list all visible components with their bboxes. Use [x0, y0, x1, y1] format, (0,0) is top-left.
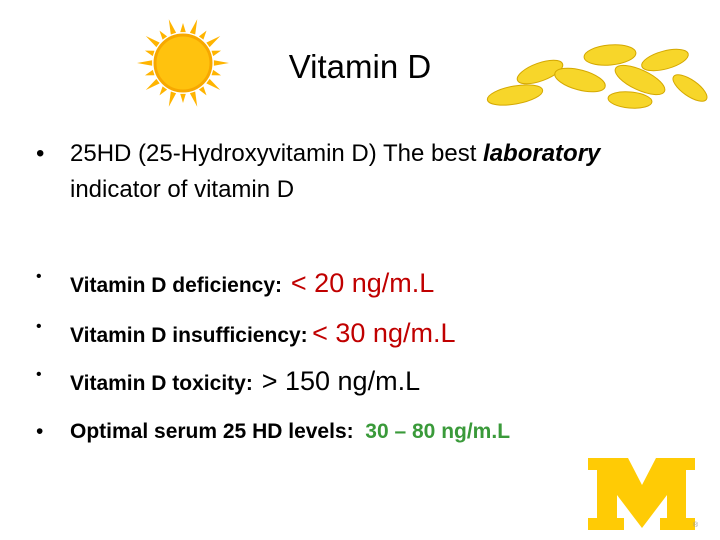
sun-ray — [198, 30, 207, 40]
sun-ray — [213, 60, 229, 66]
value: 30 – 80 ng/m.L — [365, 420, 511, 443]
sun-ray — [206, 78, 221, 91]
sun-ray — [211, 69, 222, 76]
label: Vitamin D deficiency: — [70, 274, 283, 297]
sun-icon — [137, 19, 229, 107]
intro-bullet: 25HD (25-Hydroxyvitamin D) The best labo… — [36, 136, 630, 208]
sun-ray — [180, 23, 186, 33]
value: < 20 ng/m.L — [290, 268, 435, 298]
sun-ray — [189, 91, 198, 107]
sun-ray — [198, 86, 207, 96]
intro-text: 25HD (25-Hydroxyvitamin D) The best — [70, 140, 477, 167]
capsules — [486, 44, 708, 109]
label: Vitamin D toxicity: — [70, 372, 253, 395]
bullet: Optimal serum 25 HD levels: 30 – 80 ng/m… — [36, 420, 510, 444]
sun-ray — [137, 60, 153, 66]
title: Vitamin D — [288, 48, 432, 85]
label: Optimal serum 25 HD levels: — [70, 420, 354, 443]
sun-ray — [159, 86, 168, 96]
registered-mark: ® — [693, 522, 699, 529]
intro-text: indicator of vitamin D — [70, 176, 295, 203]
bullet: Vitamin D toxicity: > 150 ng/m.L — [36, 366, 420, 397]
sun-ray — [145, 78, 160, 91]
sun-ray — [144, 50, 155, 57]
value: > 150 ng/m.L — [261, 366, 421, 396]
bullet: Vitamin D insufficiency: < 30 ng/m.L — [36, 318, 455, 349]
value: < 30 ng/m.L — [312, 318, 456, 348]
sun-ray — [211, 50, 222, 57]
sun-ray — [168, 91, 177, 107]
sun-ray — [206, 35, 221, 48]
label: Vitamin D insufficiency: — [70, 324, 308, 347]
m-logo — [588, 458, 695, 530]
bullet: Vitamin D deficiency: < 20 ng/m.L — [36, 268, 434, 299]
sun-ray — [144, 69, 155, 76]
sun-ray — [145, 35, 160, 48]
intro-emphasis: laboratory — [483, 140, 601, 167]
sun-ray — [189, 19, 198, 35]
sun-ray — [159, 30, 168, 40]
sun-ray — [180, 93, 186, 103]
sun-ray — [168, 19, 177, 35]
